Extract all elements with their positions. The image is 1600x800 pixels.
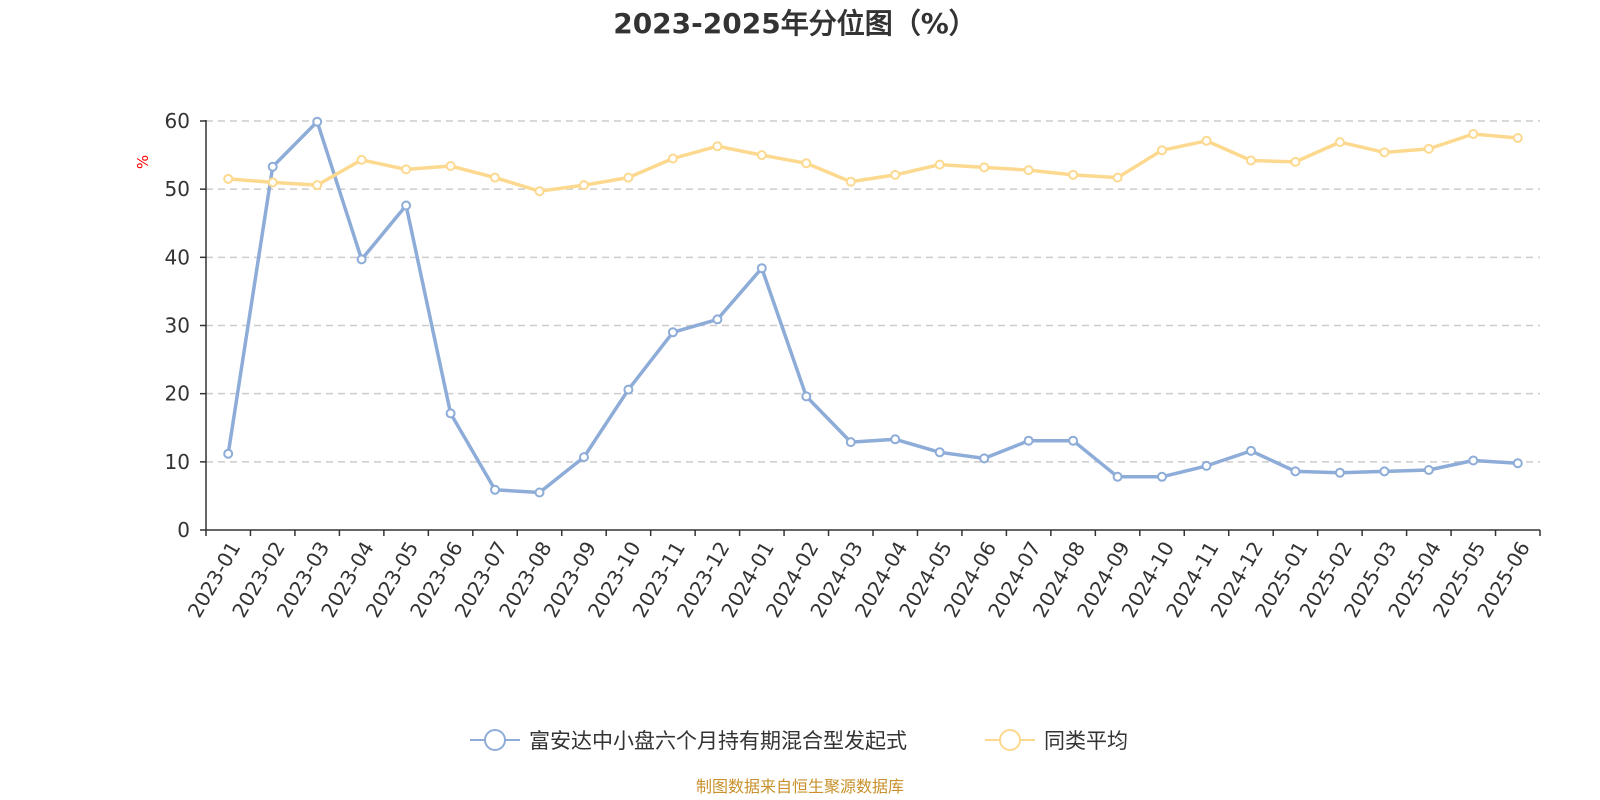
data-point[interactable] [1290,156,1301,167]
data-point[interactable] [1423,143,1434,154]
series-line [226,132,1520,193]
data-source-note: 制图数据来自恒生聚源数据库 [696,777,904,796]
data-point[interactable] [1334,467,1345,478]
data-point[interactable] [845,176,856,187]
legend-item-0[interactable]: 富安达中小盘六个月持有期混合型发起式 [470,729,907,753]
data-point[interactable] [801,158,812,169]
data-point[interactable] [979,162,990,173]
data-point[interactable] [756,150,767,161]
data-point[interactable] [623,384,634,395]
data-point[interactable] [1201,135,1212,146]
data-point[interactable] [1112,172,1123,183]
legend: 富安达中小盘六个月持有期混合型发起式 同类平均 [470,729,1128,753]
legend-circle-icon [999,729,1021,751]
data-point[interactable] [667,153,678,164]
data-point[interactable] [934,447,945,458]
data-point[interactable] [667,327,678,338]
data-point[interactable] [490,172,500,183]
data-point[interactable] [1512,458,1523,469]
data-point[interactable] [1112,471,1123,482]
data-point[interactable] [356,254,367,265]
legend-item-1[interactable]: 同类平均 [985,729,1128,753]
data-point[interactable] [312,116,323,127]
data-point[interactable] [1290,466,1301,477]
data-point[interactable] [579,452,589,463]
y-tick-label: 60 [165,109,190,133]
data-point[interactable] [712,314,723,325]
data-point[interactable] [890,434,901,445]
data-point[interactable] [490,484,500,495]
y-tick-label: 10 [165,450,190,474]
y-tick-label: 0 [177,518,190,542]
data-point[interactable] [1068,435,1079,446]
data-point[interactable] [1468,455,1479,466]
data-point[interactable] [890,169,901,180]
legend-label: 同类平均 [1044,729,1128,753]
y-axis-unit-label: % [134,155,152,169]
data-point[interactable] [1246,445,1256,456]
data-point[interactable] [979,453,990,464]
data-point[interactable] [1023,165,1034,176]
legend-circle-icon [484,729,506,751]
series-lines [223,116,1523,498]
y-tick-label: 20 [165,382,190,406]
data-point[interactable] [1379,147,1390,158]
data-point[interactable] [1246,155,1256,166]
y-tick-label: 30 [165,314,190,338]
data-point[interactable] [845,437,856,448]
data-point[interactable] [445,408,456,419]
data-point[interactable] [223,173,234,184]
data-point[interactable] [712,141,723,152]
data-point[interactable] [1023,435,1034,446]
data-point[interactable] [1157,145,1167,156]
data-point[interactable] [801,391,812,402]
data-point[interactable] [267,177,278,188]
data-point[interactable] [1512,133,1523,143]
data-point[interactable] [1423,465,1434,475]
data-point[interactable] [356,154,367,165]
series-0 [223,116,1523,498]
data-point[interactable] [534,186,545,197]
legend-label: 富安达中小盘六个月持有期混合型发起式 [529,729,907,753]
data-point[interactable] [445,161,456,171]
data-point[interactable] [312,180,323,191]
data-point[interactable] [1468,129,1479,139]
data-point[interactable] [623,172,634,183]
data-point[interactable] [1068,169,1079,180]
data-point[interactable] [534,487,545,498]
chart-title: 2023-2025年分位图（%） [613,7,977,40]
data-point[interactable] [223,448,234,459]
data-point[interactable] [401,164,412,175]
data-point[interactable] [1201,460,1212,471]
data-point[interactable] [579,180,589,191]
data-point[interactable] [1157,471,1167,482]
data-point[interactable] [401,200,412,211]
y-tick-label: 40 [165,245,190,269]
data-point[interactable] [267,161,278,172]
y-tick-label: 50 [165,177,190,201]
data-point[interactable] [1334,137,1345,148]
gridlines [206,120,1540,463]
data-point[interactable] [1379,466,1390,477]
data-point[interactable] [934,159,945,170]
data-point[interactable] [756,263,767,274]
series-1 [223,129,1523,197]
series-line [226,119,1520,495]
